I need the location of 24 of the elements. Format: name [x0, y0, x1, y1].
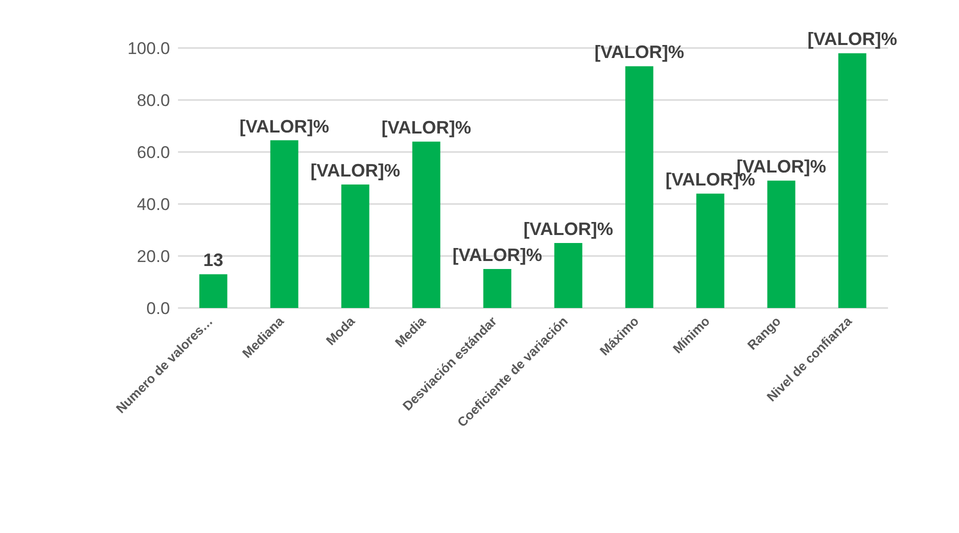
data-label: 13	[203, 250, 224, 270]
y-tick-label: 40.0	[136, 195, 170, 214]
bar	[696, 194, 724, 308]
data-label: [VALOR]%	[523, 219, 614, 239]
bar	[199, 274, 228, 308]
bar	[483, 269, 512, 308]
bar	[412, 142, 440, 308]
data-label: [VALOR]%	[452, 245, 542, 265]
bar	[341, 184, 370, 308]
y-tick-label: 0.0	[146, 299, 170, 318]
bar	[625, 66, 654, 308]
y-tick-label: 80.0	[136, 91, 170, 110]
data-label: [VALOR]%	[239, 116, 330, 136]
bar	[554, 243, 582, 308]
data-label: [VALOR]%	[807, 29, 898, 50]
y-tick-label: 20.0	[136, 247, 170, 266]
data-label: [VALOR]%	[310, 160, 400, 180]
bar	[767, 180, 796, 308]
data-label: [VALOR]%	[594, 42, 684, 62]
bar	[270, 140, 298, 308]
y-tick-label: 60.0	[136, 143, 170, 162]
data-label: [VALOR]%	[381, 118, 472, 138]
bar	[838, 53, 866, 308]
y-tick-label: 100.0	[127, 39, 170, 58]
